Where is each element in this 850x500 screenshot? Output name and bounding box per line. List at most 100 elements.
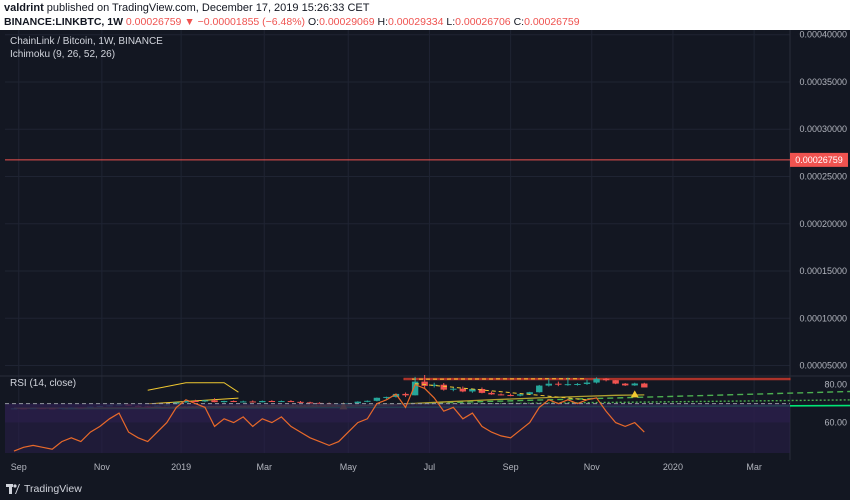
rsi-tick-label: 60.00 <box>824 418 847 428</box>
time-tick-label: Jul <box>424 462 436 472</box>
time-tick-label: 2020 <box>663 462 683 472</box>
rsi-annotation-line <box>147 382 239 393</box>
close-label: C: <box>513 16 525 28</box>
candle-body <box>516 394 524 396</box>
candle-body <box>268 400 276 402</box>
time-tick-label: May <box>340 462 358 472</box>
candle <box>593 377 600 384</box>
price-change: ▼ −0.00001855 (−6.48%) <box>184 16 306 28</box>
price-tag-label: 0.00026759 <box>795 155 843 165</box>
candle-body <box>555 383 562 385</box>
candle-body <box>612 380 619 384</box>
candle-body <box>230 400 237 402</box>
indicator-label[interactable]: Ichimoku (9, 26, 52, 26) <box>10 49 116 60</box>
candle-body <box>421 381 428 386</box>
candle <box>287 400 295 403</box>
candle <box>612 380 619 385</box>
last-price: 0.00026759 <box>125 16 182 28</box>
candle <box>364 400 371 403</box>
price-tick-label: 0.00010000 <box>799 313 847 323</box>
footer <box>0 480 850 500</box>
chart-area[interactable]: 0.00005000 0.00010000 0.00015000 0.00020000… <box>0 30 850 480</box>
candle-body <box>488 392 495 395</box>
candle-body <box>201 400 209 402</box>
time-tick-label: 2019 <box>171 462 191 472</box>
price-tick-label: 0.00035000 <box>799 77 847 87</box>
rsi-band-lower <box>5 422 790 453</box>
candle <box>602 378 610 382</box>
time-tick-label: Nov <box>584 462 601 472</box>
candle-body <box>220 400 228 403</box>
candle-body <box>306 402 314 404</box>
candle-body <box>411 381 419 396</box>
candle <box>316 402 323 404</box>
low-label: L: <box>446 16 456 28</box>
candle <box>545 378 552 387</box>
low-value: 0.00026706 <box>455 16 511 28</box>
candle-body <box>278 401 285 403</box>
candle <box>631 382 638 386</box>
candle <box>622 383 629 386</box>
price-tick-label: 0.00020000 <box>799 219 847 229</box>
candle-body <box>192 400 199 402</box>
candle <box>641 382 648 388</box>
candle <box>383 396 390 399</box>
high-label: H: <box>377 16 388 28</box>
candle-body <box>469 388 476 392</box>
rsi-line <box>13 383 645 452</box>
candle <box>574 383 581 386</box>
rsi-tick-label: 80.00 <box>824 380 847 390</box>
footer-brand[interactable]: TradingView <box>24 483 82 495</box>
price-tag-bg <box>790 152 848 167</box>
time-tick-label: Nov <box>94 462 111 472</box>
symbol-line: BINANCE:LINKBTC, 1W 0.00026759 ▼ −0.0000… <box>4 16 580 28</box>
candle-body <box>631 383 638 386</box>
open-value: 0.00029069 <box>319 16 375 28</box>
candle-body <box>641 383 648 388</box>
candle-body <box>602 378 610 381</box>
trendline-dashed <box>367 390 850 406</box>
published-text: published on TradingView.com, December 1… <box>46 2 370 14</box>
candle-body <box>564 384 572 386</box>
candle <box>564 377 572 386</box>
candle <box>536 384 543 393</box>
candle-body <box>583 382 591 384</box>
rsi-label[interactable]: RSI (14, close) <box>10 378 77 389</box>
candle-body <box>259 400 266 403</box>
candle-body <box>574 383 581 385</box>
candle <box>297 400 304 403</box>
tradingview-logo-icon <box>6 484 20 494</box>
candle-body <box>459 388 467 392</box>
rsi-divergence-line <box>415 383 588 401</box>
candle <box>507 393 514 397</box>
price-tick-label: 0.00040000 <box>799 30 847 40</box>
candle <box>268 400 276 402</box>
candle <box>373 397 381 402</box>
candle-body <box>240 401 247 403</box>
candle <box>240 400 247 403</box>
candle-body <box>287 401 295 403</box>
candle <box>516 394 524 397</box>
candle-body <box>297 401 304 403</box>
symbol-name: BINANCE:LINKBTC, 1W <box>4 16 123 28</box>
candle <box>402 392 409 398</box>
candle <box>459 386 467 393</box>
publisher-name[interactable]: valdrint <box>4 2 44 14</box>
candle-body <box>383 396 390 398</box>
candle <box>259 400 266 403</box>
close-value: 0.00026759 <box>524 16 580 28</box>
candle <box>249 400 256 403</box>
candle <box>450 387 457 392</box>
candle <box>306 401 314 404</box>
candle-body <box>622 383 629 386</box>
price-tick-label: 0.00025000 <box>799 172 847 182</box>
price-tick-label: 0.00005000 <box>799 361 847 371</box>
chart-svg[interactable]: 0.00005000 0.00010000 0.00015000 0.00020000… <box>0 30 850 480</box>
candle <box>431 382 438 388</box>
candle-body <box>536 385 543 393</box>
candle-body <box>316 402 323 404</box>
candle-body <box>354 401 361 404</box>
open-label: O: <box>307 16 320 28</box>
candle-body <box>373 397 381 401</box>
candle <box>555 381 562 387</box>
